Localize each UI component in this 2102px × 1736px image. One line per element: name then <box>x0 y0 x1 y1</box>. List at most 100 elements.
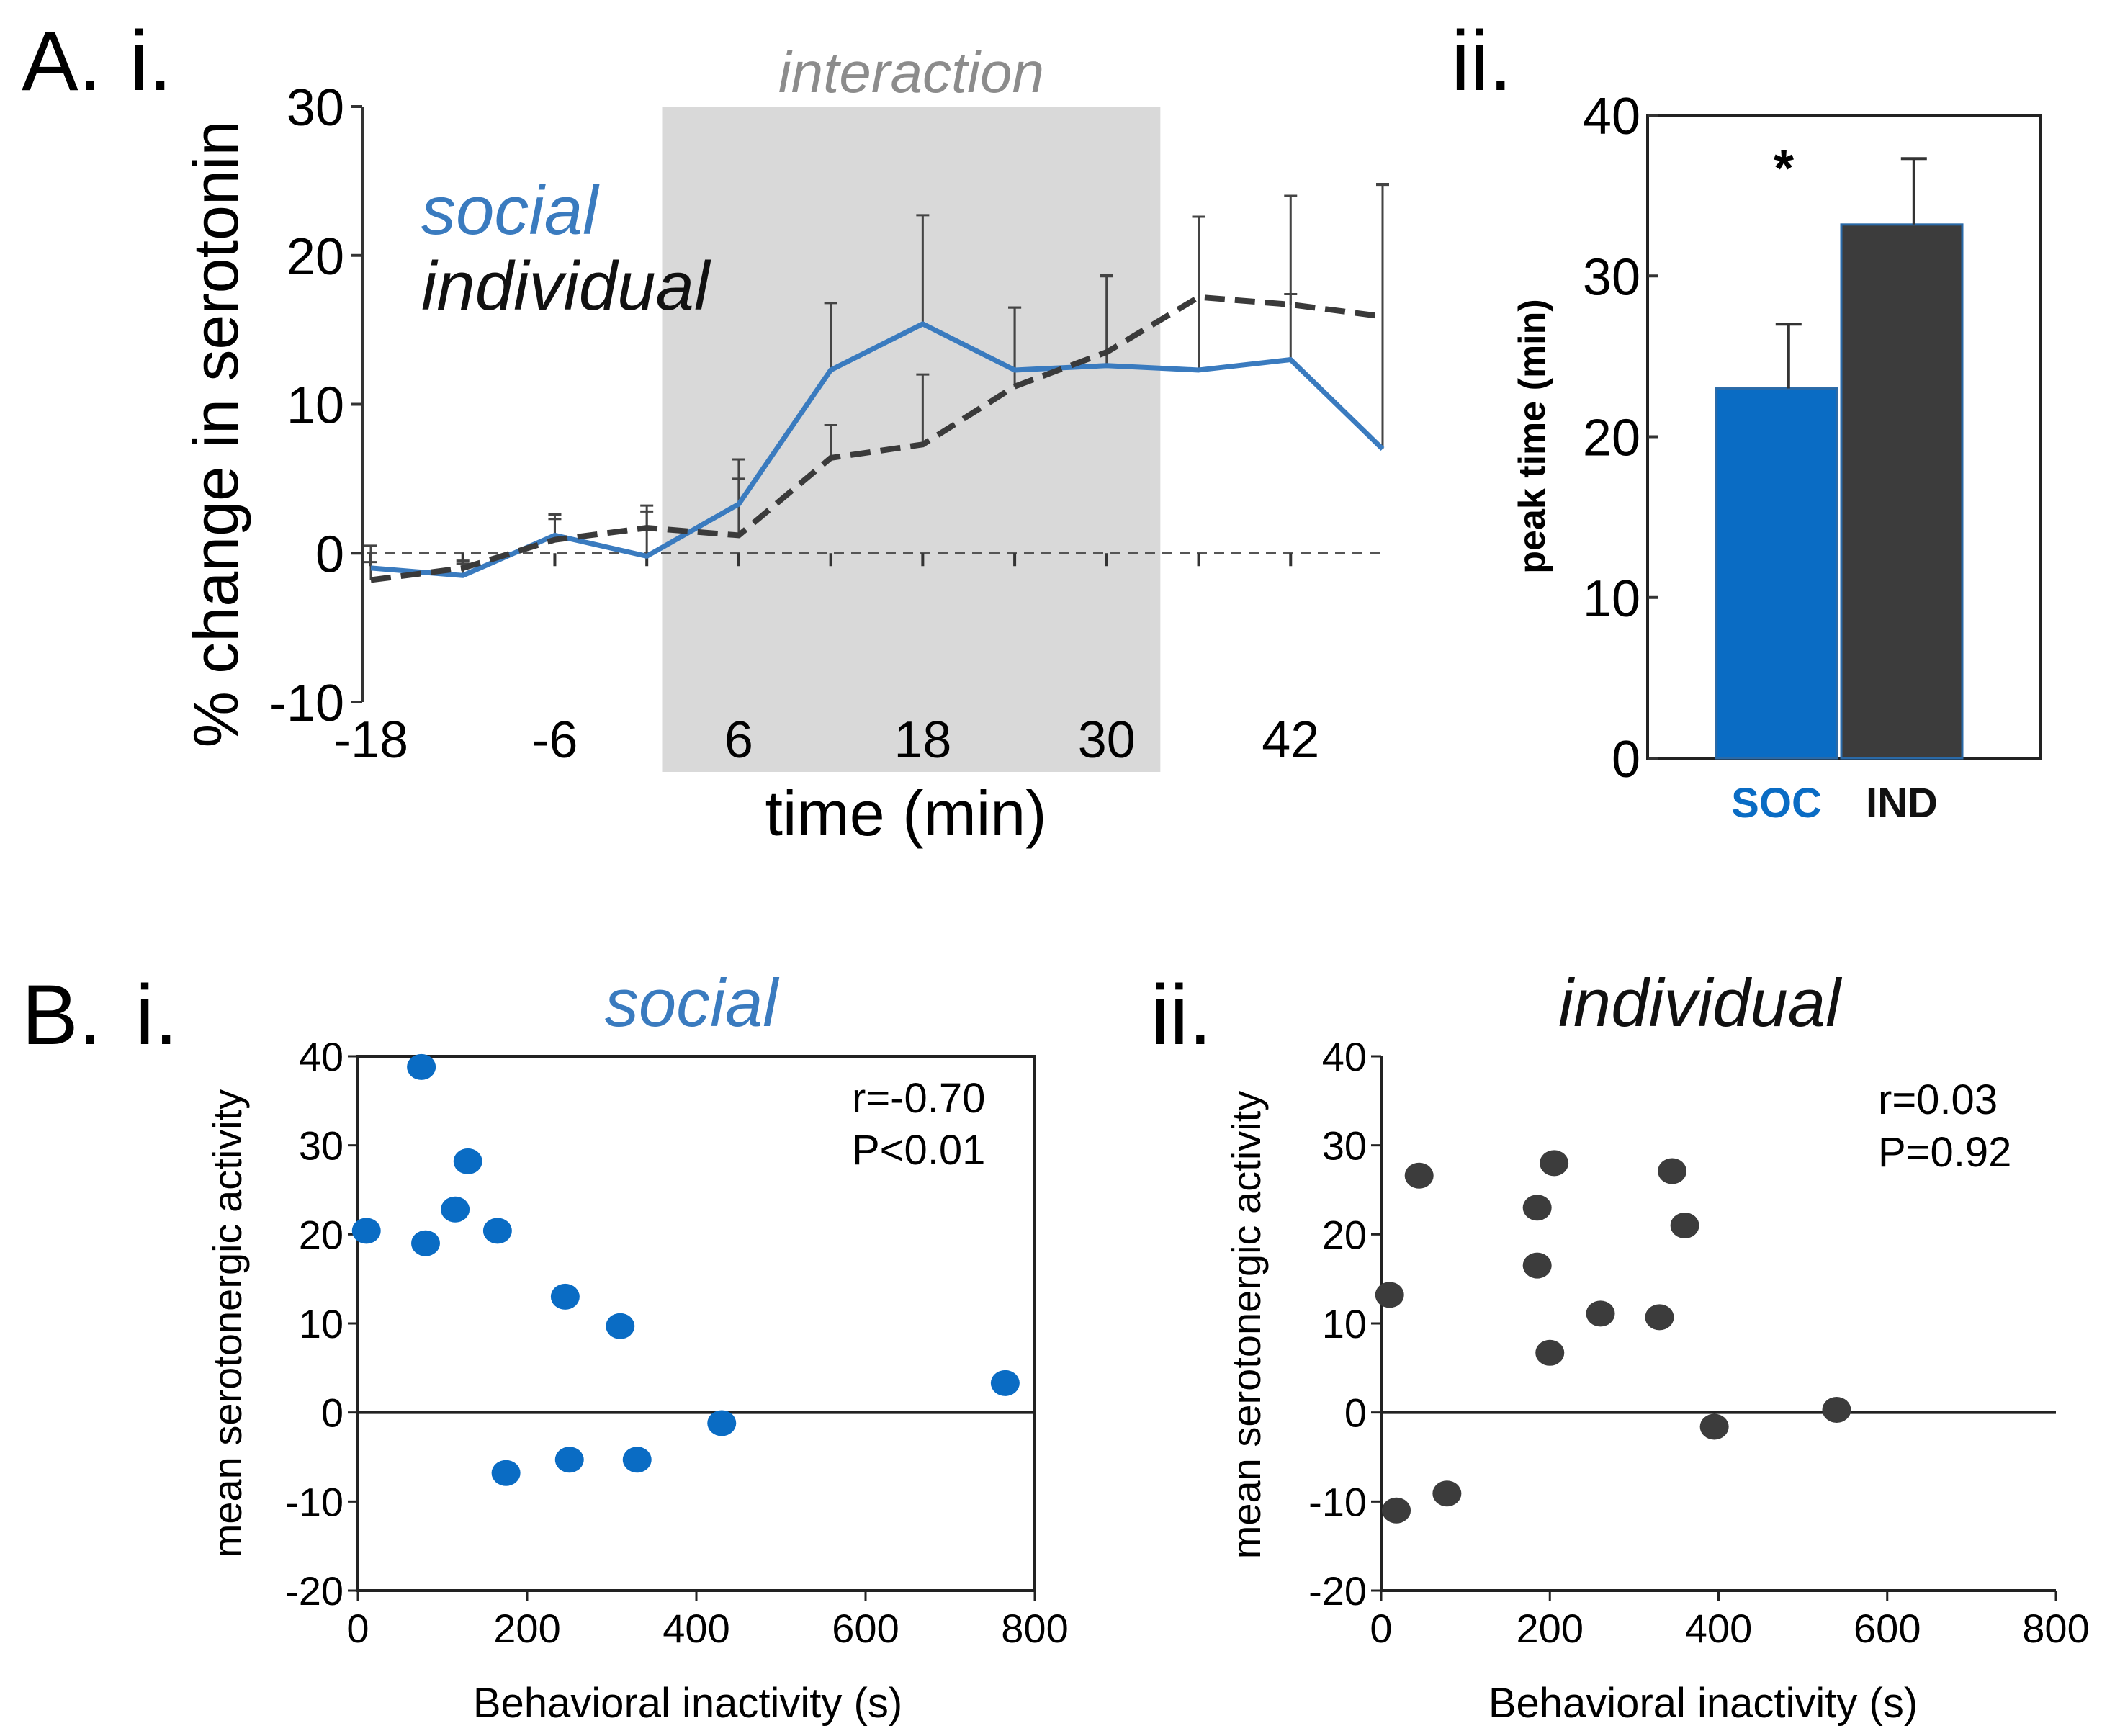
x-tick-label: SOC <box>1731 780 1822 827</box>
data-point <box>1375 1282 1404 1308</box>
data-point <box>407 1053 436 1080</box>
data-point <box>990 1370 1020 1396</box>
panel-label-a-ii: ii. <box>1451 14 1512 109</box>
data-point <box>453 1148 482 1174</box>
x-tick-label: 400 <box>1685 1606 1752 1651</box>
y-axis-title: peak time (min) <box>1512 299 1553 573</box>
chart-title-social: social <box>605 965 779 1040</box>
x-tick-label: 0 <box>1370 1606 1392 1651</box>
data-point <box>1522 1252 1552 1279</box>
x-tick-label: -18 <box>333 711 408 769</box>
x-tick-label: 400 <box>663 1606 729 1651</box>
significance-marker: * <box>1774 140 1794 197</box>
data-point <box>707 1410 737 1436</box>
y-tick-label: 0 <box>1612 731 1640 788</box>
data-point <box>1540 1150 1569 1177</box>
y-tick-label: 30 <box>287 79 344 137</box>
y-tick-label: 0 <box>315 526 344 583</box>
y-tick-label: 20 <box>1583 410 1640 467</box>
legend-individual: individual <box>421 248 711 325</box>
data-point <box>351 1218 381 1244</box>
y-tick-label: -10 <box>269 675 344 732</box>
stat-r: r=-0.70 <box>852 1075 985 1122</box>
panel-label-a: A. <box>22 14 102 109</box>
data-point <box>1658 1158 1687 1184</box>
data-point <box>554 1447 584 1473</box>
y-tick-label: -20 <box>1308 1568 1367 1614</box>
data-point <box>1404 1162 1434 1189</box>
panel-label-b-i: i. <box>135 968 178 1063</box>
y-axis-title: mean serotonergic activity <box>1223 1091 1269 1560</box>
y-tick-label: 10 <box>1583 570 1640 628</box>
x-tick-label: 600 <box>1854 1606 1921 1651</box>
data-point <box>1670 1212 1699 1238</box>
y-tick-label: 30 <box>299 1123 343 1169</box>
data-point <box>1522 1195 1552 1221</box>
panel-label-a-i: i. <box>130 14 172 109</box>
y-tick-label: -10 <box>285 1479 343 1524</box>
data-point <box>550 1283 580 1310</box>
y-axis-title: % change in serotonin <box>180 121 251 748</box>
y-tick-label: 40 <box>1322 1034 1367 1079</box>
x-tick-label: -6 <box>531 711 578 769</box>
panel-label-b: B. <box>22 968 102 1063</box>
data-point <box>1432 1480 1462 1507</box>
chart-title-individual: individual <box>1558 965 1842 1040</box>
data-point <box>1535 1339 1565 1366</box>
y-tick-label: 0 <box>321 1390 343 1436</box>
y-tick-label: 30 <box>1583 248 1640 306</box>
y-tick-label: 10 <box>299 1301 343 1346</box>
y-tick-label: 10 <box>287 377 344 435</box>
y-axis-title: mean serotonergic activity <box>205 1089 250 1558</box>
x-tick-label: 800 <box>2022 1606 2089 1651</box>
y-tick-label: 10 <box>1322 1301 1367 1346</box>
y-tick-label: 20 <box>287 228 344 286</box>
y-tick-label: 40 <box>299 1034 343 1079</box>
panel-label-b-ii: ii. <box>1151 968 1212 1063</box>
x-tick-label: 800 <box>1001 1606 1068 1651</box>
data-point <box>622 1447 652 1473</box>
y-tick-label: 40 <box>1583 88 1640 145</box>
x-axis-title: time (min) <box>765 778 1046 849</box>
data-point <box>441 1196 470 1223</box>
data-point <box>1822 1396 1851 1423</box>
x-tick-label: 6 <box>724 711 753 769</box>
stat-r: r=0.03 <box>1878 1076 1998 1123</box>
data-point <box>606 1313 635 1339</box>
x-axis-title: Behavioral inactivity (s) <box>473 1680 902 1727</box>
y-tick-label: 30 <box>1322 1123 1367 1169</box>
data-point <box>1586 1300 1615 1327</box>
y-tick-label: -20 <box>285 1568 343 1614</box>
data-point <box>1699 1413 1729 1440</box>
series-line-social <box>370 321 1385 578</box>
series-line-individual <box>370 294 1383 583</box>
chart-a-ii: 0 10 20 30 40 SOC IND peak time (min) * <box>1512 88 2042 827</box>
x-tick-label: 200 <box>1517 1606 1584 1651</box>
y-tick-label: -10 <box>1308 1479 1367 1524</box>
x-tick-label: 18 <box>894 711 951 769</box>
data-point <box>1645 1304 1674 1331</box>
data-point <box>491 1460 521 1486</box>
bar-ind <box>1840 223 1964 760</box>
interaction-period-shading <box>662 107 1161 772</box>
stat-p: P<0.01 <box>852 1127 985 1174</box>
y-tick-label: 20 <box>299 1212 343 1257</box>
data-point <box>411 1230 440 1256</box>
x-tick-label: 42 <box>1262 711 1319 769</box>
y-tick-label: 20 <box>1322 1212 1367 1257</box>
legend-social: social <box>421 172 600 249</box>
x-tick-label: 0 <box>346 1606 369 1651</box>
x-tick-label: 30 <box>1078 711 1136 769</box>
x-tick-label: 600 <box>832 1606 899 1651</box>
x-tick-label: 200 <box>493 1606 560 1651</box>
y-tick-label: 0 <box>1344 1390 1367 1436</box>
stat-p: P=0.92 <box>1878 1129 2011 1176</box>
x-axis-title: Behavioral inactivity (s) <box>1488 1680 1918 1727</box>
chart-a-i: interaction -10 0 10 20 30 -18 -6 6 18 30 42 % ch… <box>180 40 1389 849</box>
data-point <box>482 1218 512 1244</box>
data-point <box>1382 1497 1411 1524</box>
interaction-label: interaction <box>778 40 1044 104</box>
